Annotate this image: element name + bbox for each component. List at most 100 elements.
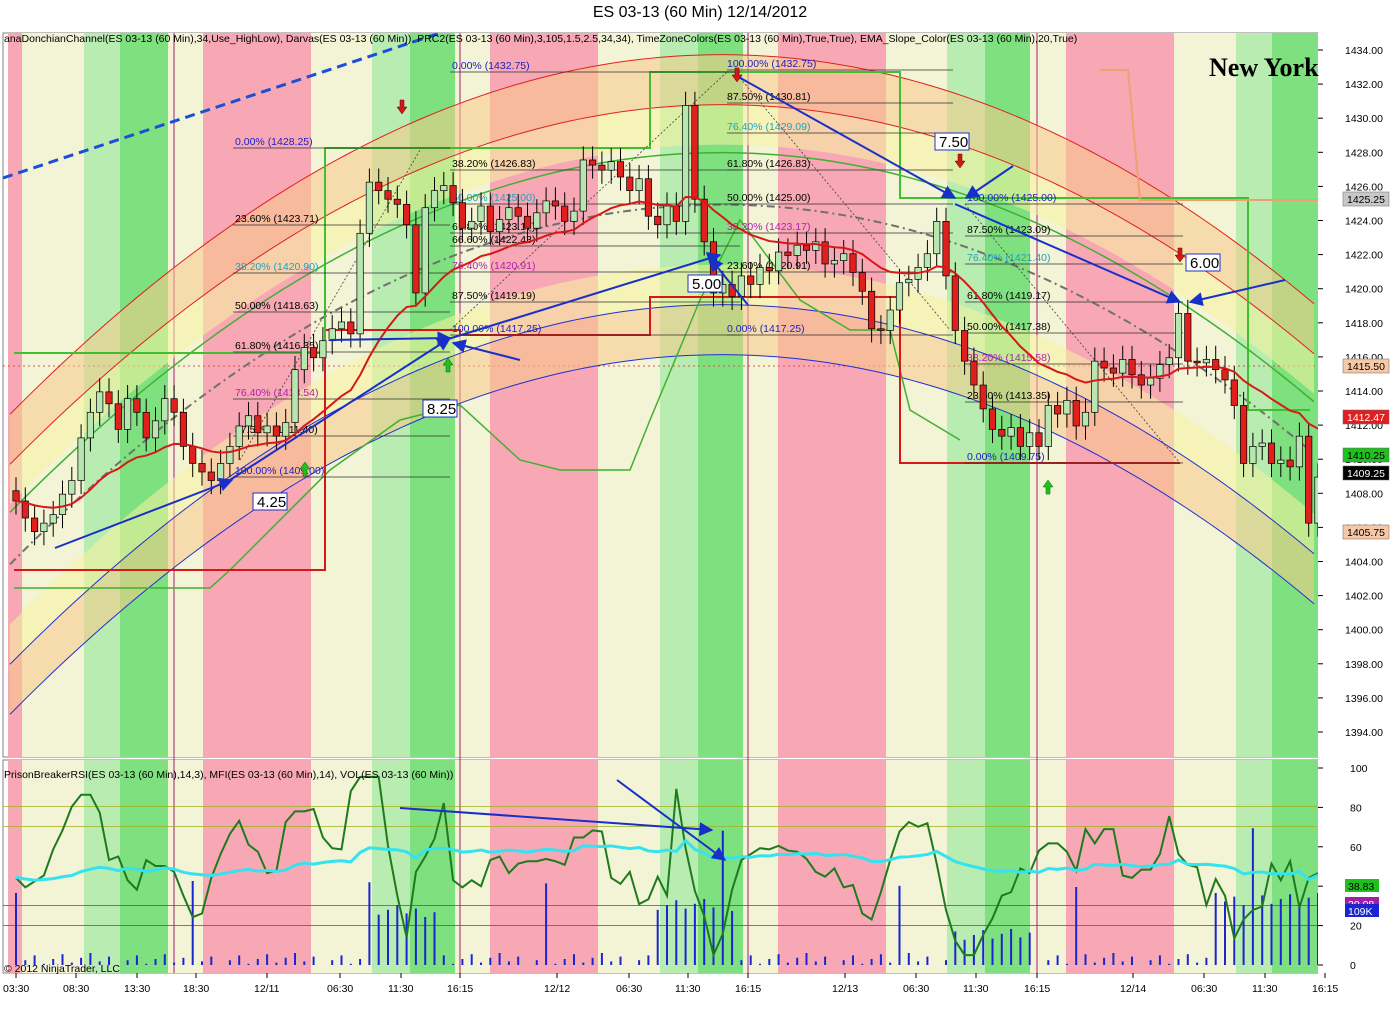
candle-down	[616, 161, 625, 178]
fib-label: 76.40% (1420.91)	[452, 260, 535, 272]
price-tick-label: 1428.00	[1345, 147, 1383, 159]
time-tick-label: 06:30	[1191, 983, 1217, 995]
ema-line	[15, 195, 1319, 509]
candle-down	[765, 267, 773, 272]
lower-green-line	[14, 218, 961, 589]
zone-band-osc	[660, 760, 698, 973]
time-tick-label: 12/11	[254, 983, 280, 995]
candle-down	[1221, 369, 1229, 381]
osc-tick-label: 0	[1350, 960, 1356, 972]
candle-up	[635, 178, 643, 192]
fib-label: 87.50% (1430.81)	[727, 91, 810, 103]
fib-label: 87.50% (1423.09)	[967, 224, 1050, 236]
osc-readout	[1345, 879, 1379, 892]
zone-band-osc	[22, 760, 84, 973]
candle-up	[217, 463, 225, 481]
chart-title: ES 03-13 (60 Min) 12/14/2012	[592, 4, 808, 21]
candle-down	[644, 178, 652, 217]
fib-label: 50.00% (1425.00)	[727, 192, 810, 204]
candle-up	[756, 267, 764, 285]
zone-band	[8, 33, 22, 757]
fib-label: 38.20% (1426.83)	[452, 158, 535, 170]
price-tick-label: 1420.00	[1345, 284, 1383, 296]
candle-down	[403, 203, 411, 226]
axes: 1434.00 1432.00 1430.00 1428.00 1426.00 1424.…	[1318, 33, 1400, 757]
price-marker	[1342, 447, 1390, 463]
candle-up	[235, 425, 243, 447]
osc-tick-label: 100	[1350, 763, 1368, 775]
candle-up	[840, 253, 848, 261]
fib-label: 38.20% (1420.90)	[235, 261, 318, 273]
fib-label: 76.40% (1421.40)	[967, 252, 1050, 264]
candle-down	[523, 215, 532, 229]
price-tick-label: 1418.00	[1345, 318, 1383, 330]
channel-line	[9, 354, 1315, 715]
candle-down	[1054, 405, 1062, 415]
price-tick-label: 1422.00	[1345, 250, 1383, 262]
candle-up	[282, 422, 290, 437]
candle-up	[496, 219, 504, 232]
dotted-line	[964, 203, 1181, 464]
candle-up	[570, 210, 578, 222]
price-tick-label: 1398.00	[1345, 659, 1383, 671]
candle-down	[877, 328, 885, 331]
fib-label: 100.00% (1417.25)	[452, 323, 541, 335]
candle-down	[747, 275, 755, 285]
candle-down	[272, 425, 280, 437]
oscillator-panel: 10080604020038.8330.08109K	[3, 760, 1400, 973]
candle-down	[133, 398, 141, 413]
dashed-trendlines	[2, 31, 1181, 464]
inner-green-line	[9, 151, 1315, 513]
candle-down	[858, 272, 866, 292]
blue-arrow	[451, 339, 521, 361]
price-tick-label: 1404.00	[1345, 557, 1383, 569]
candle-down	[1267, 442, 1276, 464]
candle-up	[1156, 364, 1164, 379]
fib-label: 50.00% (1417.38)	[967, 321, 1050, 333]
candle-up	[124, 398, 132, 430]
fib-label: 61.80% (1419.17)	[967, 290, 1050, 302]
price-marker-label: 1415.50	[1347, 361, 1385, 373]
candle-down	[691, 105, 699, 200]
mfi-line	[15, 838, 1319, 882]
candle-up	[682, 105, 690, 222]
time-tick-label: 06:30	[903, 983, 929, 995]
fib-label: 0.00% (1428.25)	[235, 136, 313, 148]
candle-down	[970, 360, 978, 386]
candle-up	[1165, 357, 1173, 365]
candle-down	[375, 181, 383, 192]
candle-up	[1249, 446, 1257, 464]
time-tick-label: 16:15	[1312, 983, 1338, 995]
price-marker	[1342, 358, 1390, 374]
candle-down	[189, 446, 197, 464]
candle-up	[1147, 377, 1155, 386]
candle-up	[86, 411, 94, 439]
candle-down	[700, 198, 708, 243]
zone-band-osc	[8, 760, 22, 973]
move-label: 8.25	[427, 401, 456, 418]
fib-label: 76.40% (1429.09)	[727, 121, 810, 133]
dotted-line	[449, 71, 728, 331]
ema-slope-color	[15, 195, 1319, 509]
zone-band-osc	[598, 760, 660, 973]
time-tick-label: 08:30	[63, 983, 89, 995]
candle-down	[105, 391, 113, 405]
candle-down	[672, 205, 680, 222]
candle-down	[254, 415, 262, 434]
zone-band-osc	[455, 760, 490, 973]
candle-down	[784, 251, 792, 256]
candle-up	[328, 328, 336, 342]
candle-up	[477, 205, 485, 222]
zone-band-osc	[490, 760, 598, 973]
price-marker	[1342, 409, 1390, 425]
candle-down	[1184, 313, 1192, 362]
candle-down	[654, 215, 662, 226]
dashed-trendline	[2, 31, 441, 180]
price-marker-label: 1409.25	[1347, 468, 1385, 480]
price-marker-label: 1412.47	[1347, 412, 1385, 424]
fib-label: 0.00% (1432.75)	[452, 60, 530, 72]
candle-up	[263, 425, 271, 434]
candle-up	[1202, 359, 1210, 364]
candle-up	[49, 514, 57, 524]
